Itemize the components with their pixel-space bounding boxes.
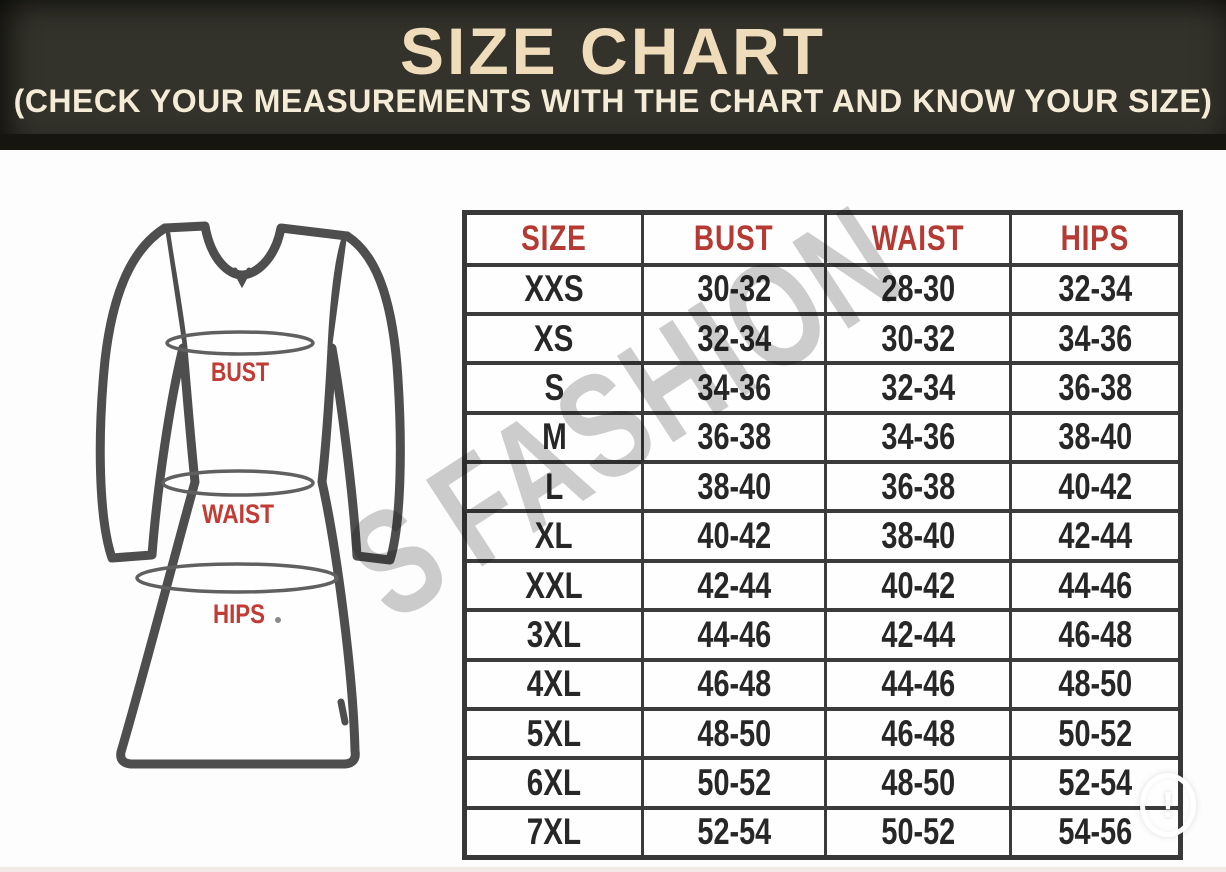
table-header-row: SIZE BUST WAIST HIPS xyxy=(463,210,1182,267)
hips-cell: 52-54 xyxy=(1058,762,1132,804)
bust-cell: 52-54 xyxy=(697,811,771,853)
size-cell: 7XL xyxy=(526,811,582,853)
table-row: 5XL 48-50 46-48 50-52 xyxy=(463,706,1182,761)
table-row: XXS 30-32 28-30 32-34 xyxy=(463,262,1182,316)
waist-cell: 48-50 xyxy=(881,762,955,804)
column-header-waist: WAIST xyxy=(871,218,965,258)
bust-cell: 44-46 xyxy=(697,613,771,655)
bust-cell: 38-40 xyxy=(697,465,771,507)
header-subtitle: (CHECK YOUR MEASUREMENTS WITH THE CHART … xyxy=(13,83,1213,119)
bust-cell: 48-50 xyxy=(697,712,771,754)
exclamation-icon: ! xyxy=(1140,773,1196,837)
hips-cell: 50-52 xyxy=(1058,712,1132,754)
table-row: 7XL 52-54 50-52 54-56 xyxy=(463,805,1182,860)
dress-left-sleeve xyxy=(95,223,188,563)
hips-cell: 44-46 xyxy=(1058,564,1132,606)
waist-cell: 44-46 xyxy=(881,663,955,705)
size-cell: XL xyxy=(535,515,573,557)
size-cell: XS xyxy=(534,317,574,359)
waist-cell: 30-32 xyxy=(881,317,955,359)
size-cell: 5XL xyxy=(526,712,582,754)
hips-cell: 42-44 xyxy=(1058,515,1132,557)
hips-cell: 34-36 xyxy=(1058,317,1132,359)
table-row: 6XL 50-52 48-50 52-54 xyxy=(463,756,1182,810)
bust-cell: 36-38 xyxy=(697,416,771,458)
header-divider xyxy=(0,134,1226,150)
hips-cell: 36-38 xyxy=(1058,366,1132,408)
bust-cell: 30-32 xyxy=(697,268,771,310)
bust-measure-line xyxy=(165,330,315,356)
table-row: M 36-38 34-36 38-40 xyxy=(463,410,1182,465)
bust-cell: 34-36 xyxy=(697,366,771,408)
table-row: L 38-40 36-38 40-42 xyxy=(463,460,1182,514)
size-cell: L xyxy=(544,465,564,507)
hips-cell: 54-56 xyxy=(1058,811,1132,853)
table-row: S 34-36 32-34 36-38 xyxy=(463,361,1182,415)
page-title: SIZE CHART xyxy=(400,14,826,88)
size-cell: S xyxy=(544,366,564,408)
waist-cell: 34-36 xyxy=(881,416,955,458)
column-header-size: SIZE xyxy=(521,218,587,258)
size-cell: XXS xyxy=(524,268,584,310)
size-cell: XXL xyxy=(525,564,583,606)
hips-cell: 32-34 xyxy=(1058,268,1132,310)
table-row: XXL 42-44 40-42 44-46 xyxy=(463,558,1182,613)
hips-cell: 48-50 xyxy=(1058,663,1132,705)
table-row: XS 32-34 30-32 34-36 xyxy=(463,311,1182,366)
table-row: 4XL 46-48 44-46 48-50 xyxy=(463,657,1182,712)
bust-cell: 42-44 xyxy=(697,564,771,606)
skirt-slit-mark xyxy=(337,698,349,726)
bust-label: BUST xyxy=(211,357,269,387)
column-header-hips: HIPS xyxy=(1060,218,1130,258)
size-cell: M xyxy=(541,416,567,458)
waist-cell: 36-38 xyxy=(881,465,955,507)
bust-cell: 46-48 xyxy=(697,663,771,705)
hips-cell: 46-48 xyxy=(1058,613,1132,655)
table-row: 3XL 44-46 42-44 46-48 xyxy=(463,608,1182,662)
waist-cell: 38-40 xyxy=(881,515,955,557)
hips-label: HIPS xyxy=(213,599,265,629)
bust-cell: 32-34 xyxy=(697,317,771,359)
hips-cell: 40-42 xyxy=(1058,465,1132,507)
dress-right-sleeve xyxy=(327,231,405,565)
size-cell: 4XL xyxy=(526,663,582,705)
waist-cell: 40-42 xyxy=(881,564,955,606)
bust-cell: 40-42 xyxy=(697,515,771,557)
header-banner: SIZE CHART (CHECK YOUR MEASUREMENTS WITH… xyxy=(0,0,1226,134)
waist-cell: 50-52 xyxy=(881,811,955,853)
fabric-speck xyxy=(275,617,281,623)
table-row: XL 40-42 38-40 42-44 xyxy=(463,509,1182,563)
bottom-edge-strip xyxy=(0,867,1226,872)
waist-label: WAIST xyxy=(202,499,274,529)
waist-measure-line xyxy=(161,469,315,497)
hips-cell: 38-40 xyxy=(1058,416,1132,458)
waist-cell: 28-30 xyxy=(881,268,955,310)
waist-cell: 46-48 xyxy=(881,712,955,754)
neckline-notch xyxy=(232,267,252,289)
hips-measure-line xyxy=(135,562,339,594)
size-table: SIZE BUST WAIST HIPS XXS 30-32 28-30 32-… xyxy=(462,210,1183,860)
waist-cell: 32-34 xyxy=(881,366,955,408)
size-cell: 3XL xyxy=(526,613,582,655)
exclamation-glyph: ! xyxy=(1162,784,1174,825)
waist-cell: 42-44 xyxy=(881,613,955,655)
dress-measurement-diagram: BUST WAIST HIPS xyxy=(95,221,405,769)
bust-cell: 50-52 xyxy=(697,762,771,804)
column-header-bust: BUST xyxy=(694,218,774,258)
size-cell: 6XL xyxy=(526,762,582,804)
